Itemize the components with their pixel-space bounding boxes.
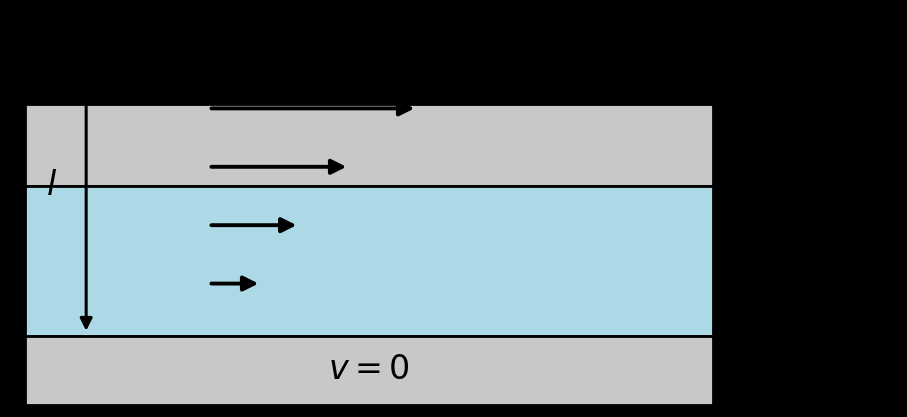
Bar	[25, 104, 713, 186]
Bar	[25, 186, 713, 336]
Text: $v = 0$: $v = 0$	[328, 354, 410, 386]
Text: $l$: $l$	[46, 170, 57, 201]
Bar	[25, 336, 713, 405]
